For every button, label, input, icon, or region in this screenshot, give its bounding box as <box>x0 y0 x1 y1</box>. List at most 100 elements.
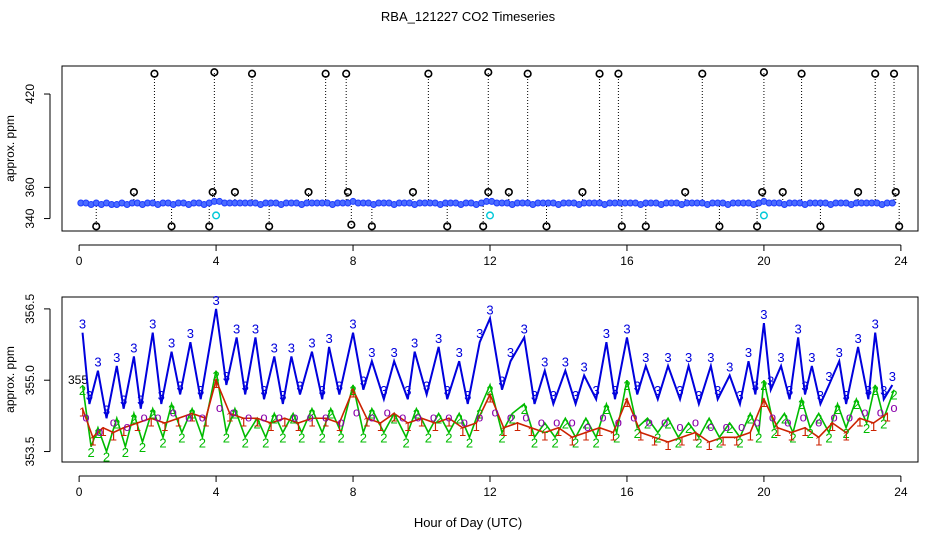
y-tick-label: 340 <box>23 208 37 228</box>
series-marker: 2 <box>425 431 432 446</box>
outlier-point <box>504 187 513 197</box>
series-marker: 3 <box>767 374 774 389</box>
y-tick-label: 360 <box>23 177 37 197</box>
series-marker: 1 <box>295 419 302 434</box>
outlier-point <box>208 187 217 197</box>
series-marker: 2 <box>789 431 796 446</box>
series-marker: o <box>337 414 344 429</box>
series-marker: 2 <box>872 383 879 398</box>
series-marker: 1 <box>349 386 356 401</box>
series-marker: 2 <box>188 407 195 422</box>
cyan-point <box>212 211 221 220</box>
series-marker: 2 <box>178 431 185 446</box>
series-marker: 1 <box>418 414 425 429</box>
series-marker: 3 <box>865 383 872 398</box>
series-marker: 2 <box>531 435 538 450</box>
series-line <box>81 308 894 419</box>
series-marker: 3 <box>336 378 343 393</box>
outlier-point <box>891 187 900 197</box>
outlier-point <box>523 69 532 78</box>
series-marker: 3 <box>271 340 278 355</box>
outlier-point <box>889 69 899 78</box>
series-marker: 1 <box>856 414 863 429</box>
outlier-point <box>230 187 240 197</box>
series-marker: 1 <box>336 419 343 434</box>
series-marker: 2 <box>368 407 375 422</box>
series-marker: 1 <box>240 414 247 429</box>
series-marker: o <box>430 409 437 424</box>
x-tick-label: 4 <box>213 254 220 268</box>
outlier-point <box>797 69 806 78</box>
series-marker: 2 <box>863 421 870 436</box>
series-marker: 1 <box>202 414 209 429</box>
series-marker: 2 <box>103 450 110 465</box>
series-marker: 3 <box>197 383 204 398</box>
series-marker: 2 <box>807 426 814 441</box>
series-marker: 2 <box>435 411 442 426</box>
series-marker: 2 <box>212 369 219 384</box>
series-marker: 3 <box>130 340 137 355</box>
outlier-point <box>759 68 769 77</box>
series-marker: 1 <box>110 429 117 444</box>
series-marker: o <box>800 409 807 424</box>
series-marker: o <box>123 419 130 434</box>
series-marker: 2 <box>716 435 723 450</box>
series-marker: 1 <box>719 433 726 448</box>
x-tick-label: 20 <box>757 485 771 499</box>
series-marker: o <box>738 419 745 434</box>
plot-frame <box>61 296 919 463</box>
series-marker: 1 <box>147 414 154 429</box>
series-marker: o <box>216 400 223 415</box>
series-marker: 2 <box>603 402 610 417</box>
series-marker: o <box>784 414 791 429</box>
outlier-point <box>758 187 767 197</box>
series-marker: 3 <box>695 388 702 403</box>
y-tick-label: 420 <box>23 84 37 104</box>
series-marker: 1 <box>788 429 795 444</box>
series-marker: o <box>507 409 514 424</box>
series-marker: 3 <box>817 388 824 403</box>
series-marker: 2 <box>476 407 483 422</box>
outlier-point <box>408 187 418 197</box>
series-line <box>81 377 888 443</box>
chart-title: RBA_121227 CO2 Timeseries <box>381 9 556 24</box>
series-marker: 2 <box>262 435 269 450</box>
series-marker: 1 <box>459 424 466 439</box>
series-marker: 1 <box>120 424 127 439</box>
series-marker: 3 <box>714 383 721 398</box>
outlier-point <box>853 187 863 197</box>
series-marker: 3 <box>168 336 175 351</box>
series-marker: 3 <box>676 383 683 398</box>
series-marker: 3 <box>113 350 120 365</box>
series-marker: 2 <box>541 421 548 436</box>
series-marker: 2 <box>349 383 356 398</box>
outlier-point <box>595 69 604 78</box>
series-marker: 3 <box>444 383 451 398</box>
series-marker: 3 <box>279 388 286 403</box>
series-marker: 2 <box>94 426 101 441</box>
series-marker: o <box>399 409 406 424</box>
outlier-point <box>871 69 880 78</box>
series-marker: 3 <box>391 345 398 360</box>
series-marker: 2 <box>122 445 129 460</box>
series-marker: o <box>753 414 760 429</box>
series-marker: 3 <box>242 378 249 393</box>
series-marker: 3 <box>572 388 579 403</box>
x-tick-label: 8 <box>350 485 357 499</box>
x-tick-label: 16 <box>620 485 634 499</box>
outlier-point <box>614 69 623 78</box>
series-marker: 3 <box>786 383 793 398</box>
series-marker: 1 <box>281 414 288 429</box>
series-marker: o <box>199 409 206 424</box>
series-marker: 1 <box>555 424 562 439</box>
cyan-point <box>759 211 768 220</box>
series-marker: 2 <box>736 435 743 450</box>
series-marker: 3 <box>854 331 861 346</box>
series-marker: o <box>815 414 822 429</box>
y-tick-label: 353.5 <box>23 436 37 466</box>
plot-frame <box>61 65 919 232</box>
series-marker: 2 <box>130 411 137 426</box>
series-marker: o <box>414 409 421 424</box>
series-marker: 3 <box>685 350 692 365</box>
